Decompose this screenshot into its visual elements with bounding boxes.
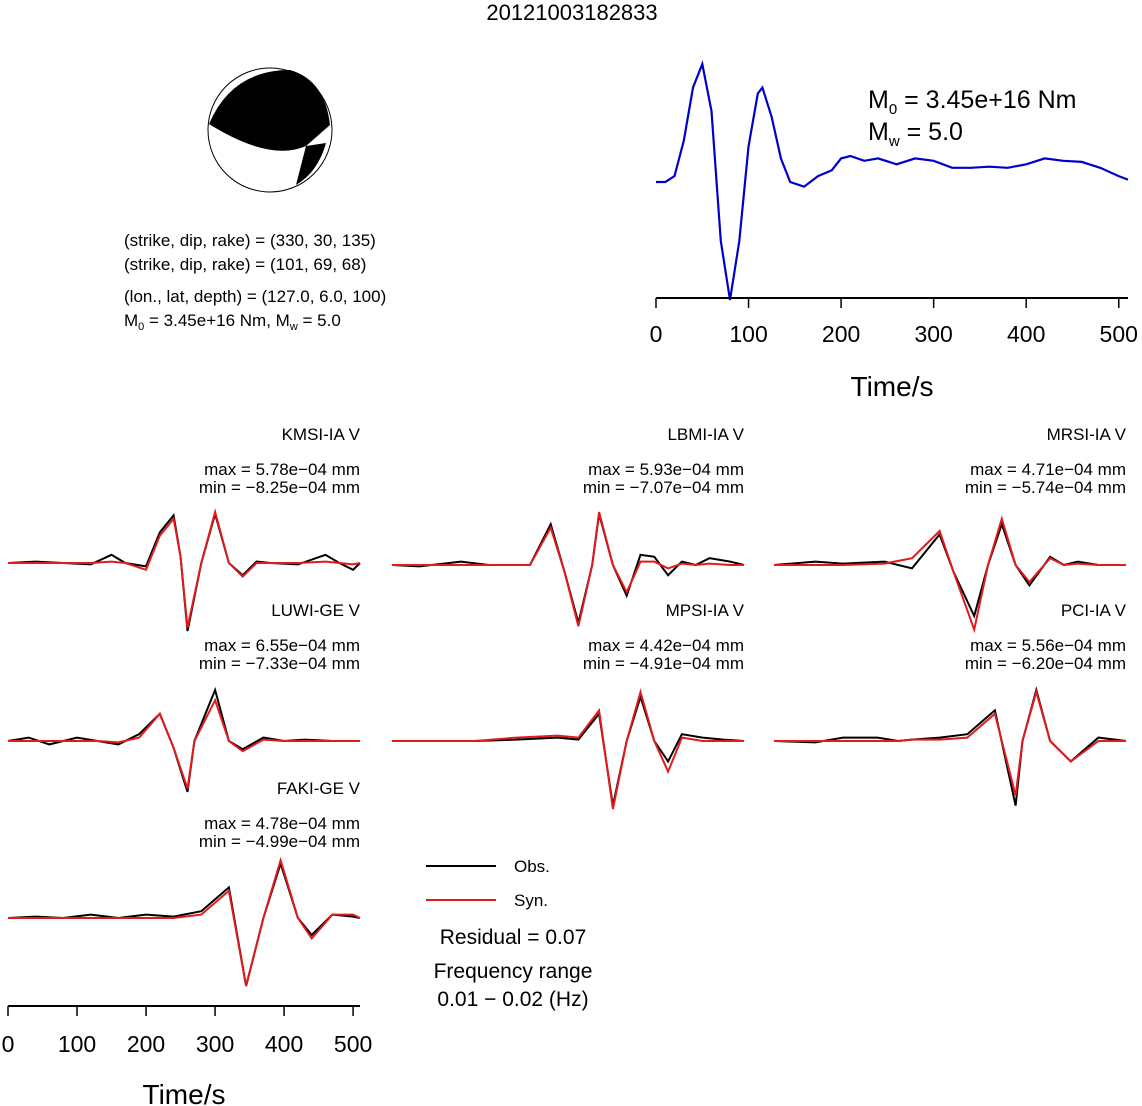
observed-trace [773,686,1127,806]
axis-tick-label: 0 [650,321,663,347]
station-label: MPSI-IA V [666,601,745,620]
legend: Obs. Syn. [426,857,550,910]
station-label: LUWI-GE V [271,601,360,620]
station-label: KMSI-IA V [282,425,361,444]
focal-mechanism-beachball [207,67,333,193]
station-label: FAKI-GE V [277,779,361,798]
max-amplitude-label: max = 4.78e−04 mm [204,814,360,833]
min-amplitude-label: min = −7.07e−04 mm [583,478,744,497]
axis-tick-label: 200 [127,1031,165,1057]
stf-panel: M0 = 3.45e+16 Nm Mw = 5.0 0 100 200 300 400 5… [650,60,1138,402]
source-location: (lon., lat, depth) = (127.0, 6.0, 100) [124,287,386,306]
min-amplitude-label: min = −5.74e−04 mm [965,478,1126,497]
axis-tick-label: 200 [822,321,860,347]
max-amplitude-label: max = 4.71e−04 mm [970,460,1126,479]
stf-x-axis: 0 100 200 300 400 500 [650,297,1138,347]
min-amplitude-label: min = −6.20e−04 mm [965,654,1126,673]
max-amplitude-label: max = 4.42e−04 mm [588,636,744,655]
synthetic-trace [8,508,361,628]
source-info: (strike, dip, rake) = (330, 30, 135) (st… [124,231,386,333]
axis-tick-label: 300 [196,1031,234,1057]
source-moment: M0 = 3.45e+16 Nm, Mw = 5.0 [124,311,341,333]
stf-moment-label: M0 = 3.45e+16 Nm [868,86,1076,118]
frequency-range-label: Frequency range [434,960,593,983]
figure-title: 20121003182833 [486,0,657,25]
axis-tick-label: 500 [334,1031,372,1057]
max-amplitude-label: max = 5.78e−04 mm [204,460,360,479]
nodal-plane-2: (strike, dip, rake) = (101, 69, 68) [124,255,366,274]
axis-tick-label: 0 [2,1031,15,1057]
axis-tick-label: 500 [1100,321,1138,347]
residual-label: Residual = 0.07 [440,926,587,949]
max-amplitude-label: max = 5.56e−04 mm [970,636,1126,655]
waveform-x-axis: 0 100 200 300 400 500 [2,1005,372,1057]
synthetic-trace [8,697,360,789]
nodal-plane-1: (strike, dip, rake) = (330, 30, 135) [124,231,376,250]
max-amplitude-label: max = 5.93e−04 mm [588,460,744,479]
synthetic-trace [774,688,1126,796]
frequency-range-value: 0.01 − 0.02 (Hz) [437,988,588,1011]
legend-syn-label: Syn. [514,891,548,910]
station-label: MRSI-IA V [1047,425,1127,444]
station-label: PCI-IA V [1061,601,1127,620]
max-amplitude-label: max = 6.55e−04 mm [204,636,360,655]
observed-trace [7,860,361,987]
min-amplitude-label: min = −4.99e−04 mm [199,832,360,851]
waveform-x-axis-label: Time/s [143,1079,226,1106]
axis-tick-label: 300 [914,321,952,347]
synthetic-trace [774,515,1126,634]
stf-mw-label: Mw = 5.0 [868,118,963,150]
legend-obs-label: Obs. [514,857,550,876]
stf-line [656,60,1129,301]
min-amplitude-label: min = −4.91e−04 mm [583,654,744,673]
synthetic-trace [392,511,744,627]
observed-trace [392,693,745,806]
axis-tick-label: 400 [1007,321,1045,347]
min-amplitude-label: min = −8.25e−04 mm [199,478,360,497]
min-amplitude-label: min = −7.33e−04 mm [199,654,360,673]
axis-tick-label: 100 [729,321,767,347]
axis-tick-label: 400 [265,1031,303,1057]
station-label: LBMI-IA V [667,425,744,444]
axis-tick-label: 100 [58,1031,96,1057]
stf-x-axis-label: Time/s [851,371,934,402]
synthetic-trace [8,856,361,987]
synthetic-trace [392,688,744,810]
